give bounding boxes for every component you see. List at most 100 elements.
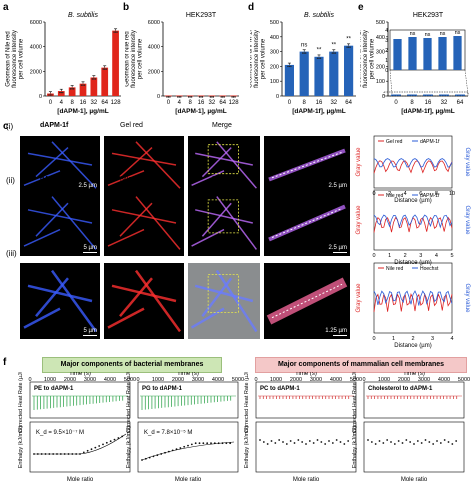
inset-bar <box>438 37 447 70</box>
time-tick-label: 4000 <box>212 377 224 383</box>
inset-zoom-region <box>383 91 469 97</box>
isotherm-point <box>443 439 446 441</box>
x-tick-label: 8 <box>410 100 414 106</box>
isotherm-point <box>82 451 85 454</box>
isotherm-point <box>285 443 288 445</box>
data-dot <box>48 94 50 96</box>
bar <box>57 91 65 96</box>
panel-b-letter: b <box>123 2 130 13</box>
y-axis-label-top: Corrected Heat Rate (µJ/s) <box>18 372 24 433</box>
bar <box>391 94 401 96</box>
scale-bar <box>333 334 347 336</box>
data-dot <box>333 52 335 54</box>
data-dot <box>222 96 224 98</box>
cell-filament <box>195 209 253 224</box>
cell-filament <box>35 277 69 318</box>
panel-c-letter: c <box>3 121 9 132</box>
trace-blue <box>373 290 453 306</box>
bar <box>455 94 465 96</box>
cell-filament <box>27 284 93 303</box>
x-tick-label: 1 <box>388 253 391 259</box>
isotherm-point <box>86 449 89 452</box>
cell-filament <box>35 202 69 237</box>
isotherm-point <box>308 440 311 442</box>
chart-title: HEK293T <box>413 12 444 19</box>
data-dot <box>288 65 291 68</box>
cell-filament <box>216 141 257 189</box>
x-tick-label: 8 <box>188 100 192 106</box>
bar <box>314 56 324 96</box>
cell-filament <box>191 228 225 247</box>
data-dot <box>305 52 307 54</box>
inset-bar <box>423 38 432 70</box>
mammalian-membranes-header: Major components of mammalian cell membr… <box>255 357 467 373</box>
isotherm-point <box>113 438 116 441</box>
y-tick-label: 100 <box>376 79 385 85</box>
data-dot <box>82 84 84 86</box>
legend-label: Nile red <box>386 266 403 272</box>
data-dot <box>190 96 193 98</box>
y-axis-label-top: Corrected Heat Rate (µJ/s) <box>244 372 250 433</box>
data-dot <box>200 96 202 98</box>
y-tick-label: 0 <box>39 94 42 100</box>
time-tick-label: 4000 <box>438 377 450 383</box>
data-dot <box>116 31 118 33</box>
bar <box>219 95 227 97</box>
time-tick-label: 1000 <box>270 377 282 383</box>
legend-label: dAPM-1f <box>420 193 440 199</box>
data-dot <box>347 46 350 48</box>
isotherm-frame <box>137 421 239 473</box>
y-tick-label: 6000 <box>30 20 42 26</box>
isotherm-point <box>378 440 381 442</box>
scale-bar-label: 2.5 µm <box>328 183 347 189</box>
y-axis-label-bottom: Enthalpy (kJ/mol) <box>352 426 358 469</box>
scale-bar <box>83 334 97 336</box>
cell-filament <box>51 141 97 189</box>
inset-bar <box>453 36 462 70</box>
cell-filament <box>119 147 153 178</box>
x-tick-label: 8 <box>303 100 307 106</box>
legend-label: Nile red <box>386 193 403 199</box>
x-axis-label: Distance (µm) <box>394 343 431 349</box>
isotherm-point <box>190 443 193 446</box>
fit-curve <box>34 433 127 455</box>
y-axis-label-line: per cell volume <box>261 38 267 79</box>
data-dot <box>71 88 73 90</box>
bar <box>299 51 309 96</box>
y-tick-label: 400 <box>270 35 279 41</box>
micrograph <box>188 190 260 256</box>
panel-d-letter: d <box>248 2 255 13</box>
data-dot <box>318 57 320 59</box>
data-dot <box>80 84 83 86</box>
micrograph-content <box>23 141 97 189</box>
line-profile-path <box>271 151 343 179</box>
bar <box>344 45 354 96</box>
isotherm-point <box>370 441 373 443</box>
data-dot <box>102 68 104 70</box>
cell-filament <box>191 170 225 186</box>
legend-label: Hoechst <box>420 266 439 272</box>
micrograph-content <box>23 196 97 250</box>
data-dot <box>290 65 292 68</box>
time-tick-label: 3000 <box>192 377 204 383</box>
data-dot <box>178 96 180 98</box>
data-dot <box>105 68 107 70</box>
inset-guide <box>389 69 393 95</box>
data-dot <box>177 96 179 98</box>
isotherm-point <box>335 439 338 441</box>
line-profile-chart: Gray value Gray value Distance (µm) 0 1 2 3 4 Ni… <box>356 262 470 349</box>
isotherm-point <box>206 442 209 445</box>
data-dot <box>234 96 236 98</box>
itc-title: PC to dAPM-1 <box>260 386 300 392</box>
x-tick-label: 5 <box>450 253 453 259</box>
data-dot <box>349 46 351 48</box>
cell-filament <box>119 202 153 237</box>
channel-label: Nile red <box>120 176 145 183</box>
data-dot <box>201 96 204 98</box>
x-tick-label: 32 <box>330 100 337 106</box>
channel-label: Merge <box>212 249 232 256</box>
roi-box <box>207 273 239 313</box>
inset-y-tick-label: 4 <box>385 28 388 34</box>
